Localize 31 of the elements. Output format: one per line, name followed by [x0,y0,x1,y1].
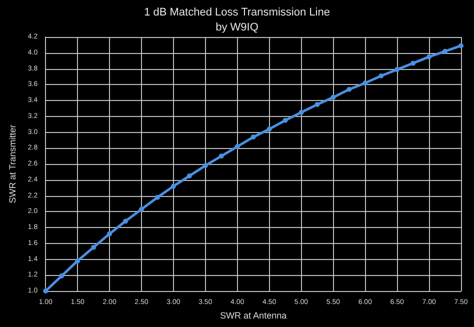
point [458,43,464,48]
point [234,144,240,150]
point [410,60,416,66]
x-axis-title: SWR at Antenna [220,310,287,320]
point [186,173,192,178]
point [43,288,48,294]
chart-subtitle: by W9IQ [216,22,259,34]
y-axis-title: SWR at Transmitter [8,124,18,204]
point [282,118,288,123]
point [330,94,336,100]
point [170,184,176,189]
point [442,48,448,54]
point [298,110,304,115]
point [250,134,256,140]
point [218,154,224,159]
point [266,126,272,132]
point [426,54,432,60]
point [154,194,160,200]
point [394,67,400,72]
point [123,218,128,224]
point [362,80,368,86]
point [346,86,352,92]
point [59,273,64,278]
point [138,206,144,212]
point [107,231,112,236]
chart-title: 1 dB Matched Loss Transmission Line [144,6,330,18]
point [75,258,80,264]
point [91,244,96,250]
point [378,73,384,78]
point [314,102,320,107]
point [202,163,208,168]
